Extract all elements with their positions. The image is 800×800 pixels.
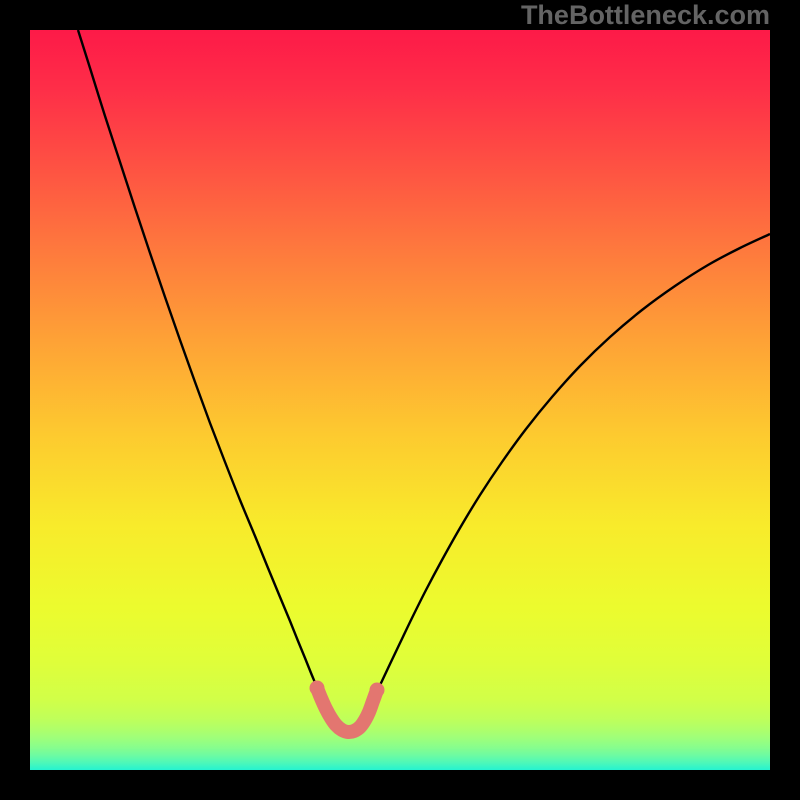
outer-frame: TheBottleneck.com [0,0,800,800]
curve-layer [30,30,770,770]
right-end-marker [370,683,385,698]
bottom-highlight [317,688,377,732]
left-end-marker [310,681,325,696]
watermark-text: TheBottleneck.com [521,0,770,31]
right-curve [371,234,770,702]
left-curve [78,30,323,702]
plot-area [30,30,770,770]
